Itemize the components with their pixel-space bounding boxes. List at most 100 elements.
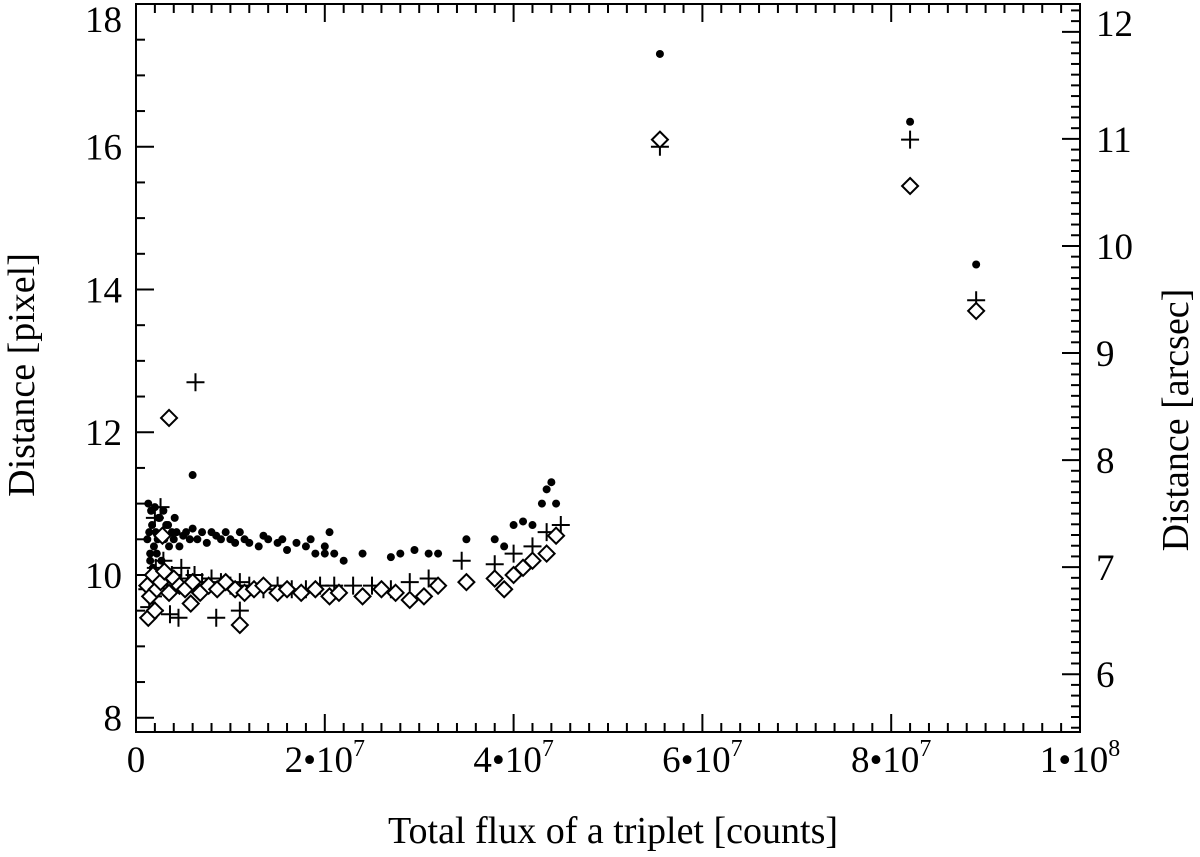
diamond-point [230, 615, 250, 635]
plus-point [151, 498, 170, 517]
y-axis-title: Distance [pixel] [1, 253, 43, 497]
plus-point [145, 508, 164, 527]
x-tick-label-exponent: 7 [353, 736, 365, 762]
dot-point [386, 553, 395, 562]
dot-point [193, 535, 202, 544]
dot-point [170, 513, 179, 522]
data-marks [137, 49, 986, 635]
dot-point [519, 517, 528, 526]
right-y-axis-title: Distance [arcsec] [1155, 289, 1197, 552]
dot-point [320, 549, 329, 558]
x-tick-label: 4•107 [473, 736, 553, 781]
diamond-point [353, 586, 372, 606]
diamond-point [485, 569, 505, 588]
dot-point [182, 528, 191, 537]
dot-point [320, 542, 329, 551]
dot-point [165, 542, 174, 551]
dot-point [339, 556, 348, 565]
diamond-point [159, 583, 179, 603]
diamond-point [386, 583, 406, 603]
dot-point [216, 535, 225, 544]
dot-point [202, 538, 211, 547]
diamond-point [305, 579, 325, 599]
dot-point [231, 538, 240, 547]
dot-point [462, 535, 471, 544]
y2-tick-label: 12 [1096, 4, 1133, 45]
dot-point [500, 542, 509, 551]
diamond-point [291, 583, 311, 603]
dot-point [175, 542, 184, 551]
dot-point [283, 546, 292, 554]
dot-point [306, 535, 315, 544]
plus-point [901, 130, 920, 149]
dot-point [655, 49, 664, 58]
tick-labels: 0 2•107 4•107 6•107 8•107 1•10881012141618678… [85, 0, 1133, 781]
diamond-point [145, 601, 165, 621]
dot-point [330, 549, 339, 558]
dot-point [292, 538, 301, 547]
dot-point [301, 542, 310, 551]
dot-point [149, 542, 158, 551]
plus-point [172, 558, 191, 577]
diamond-point [372, 579, 391, 599]
x-tick-label-exponent: 7 [919, 736, 931, 762]
plot-frame [135, 3, 1081, 733]
y2-tick-label: 9 [1096, 334, 1115, 375]
dot-point [172, 528, 181, 537]
x-tick-label-exponent: 7 [542, 736, 554, 762]
axis-ticks [135, 3, 1081, 732]
x-tick-label-exponent: 7 [731, 736, 743, 762]
plus-point [160, 605, 179, 624]
y-tick-label: 12 [85, 413, 122, 454]
y2-tick-label: 7 [1096, 548, 1115, 589]
dot-point [547, 478, 556, 487]
y2-tick-label: 6 [1096, 655, 1115, 696]
dot-point [490, 535, 499, 544]
plus-point [186, 373, 205, 392]
x-tick-label-base: 4•10 [473, 740, 541, 781]
diamond-point [456, 572, 476, 592]
x-tick-label-base: 0 [127, 740, 146, 781]
diamond-point [494, 579, 514, 599]
diamond-point [183, 572, 203, 592]
dot-point [410, 546, 419, 554]
dot-point [254, 542, 263, 551]
diamond-point [523, 551, 542, 571]
dot-point [509, 521, 518, 530]
y2-tick-label: 8 [1096, 441, 1115, 482]
diamond-point [216, 572, 236, 592]
y-tick-label: 8 [104, 699, 123, 740]
diamond-point [159, 408, 179, 428]
dot-point [311, 549, 320, 558]
plus-point [551, 516, 570, 535]
dot-point [537, 499, 546, 508]
dot-point [188, 471, 197, 480]
dot-point [434, 549, 443, 558]
diamond-point [277, 579, 297, 599]
dot-point [185, 535, 194, 544]
x-tick-label-base: 2•10 [285, 740, 353, 781]
dot-point [164, 521, 173, 530]
dot-point [528, 521, 537, 530]
plus-point [504, 544, 523, 563]
diamond-point [650, 130, 670, 150]
plus-point [169, 608, 188, 627]
dot-point [245, 538, 254, 547]
dot-point [188, 524, 197, 533]
x-tick-label-base: 6•10 [662, 740, 730, 781]
x-tick-label-exponent: 8 [1108, 736, 1120, 762]
x-tick-label-base: 1•10 [1040, 740, 1108, 781]
y-tick-label: 10 [85, 556, 122, 597]
dot-point [542, 485, 551, 494]
x-tick-label: 0 [127, 740, 146, 781]
dot-point [145, 528, 154, 537]
diamond-point [154, 561, 174, 581]
diamond-point [966, 301, 986, 321]
dot-point [552, 499, 561, 508]
dot-point [325, 528, 334, 537]
x-tick-label: 8•107 [851, 736, 931, 781]
dot-point [146, 556, 155, 565]
diamond-point [414, 586, 434, 606]
plus-point [400, 573, 419, 592]
